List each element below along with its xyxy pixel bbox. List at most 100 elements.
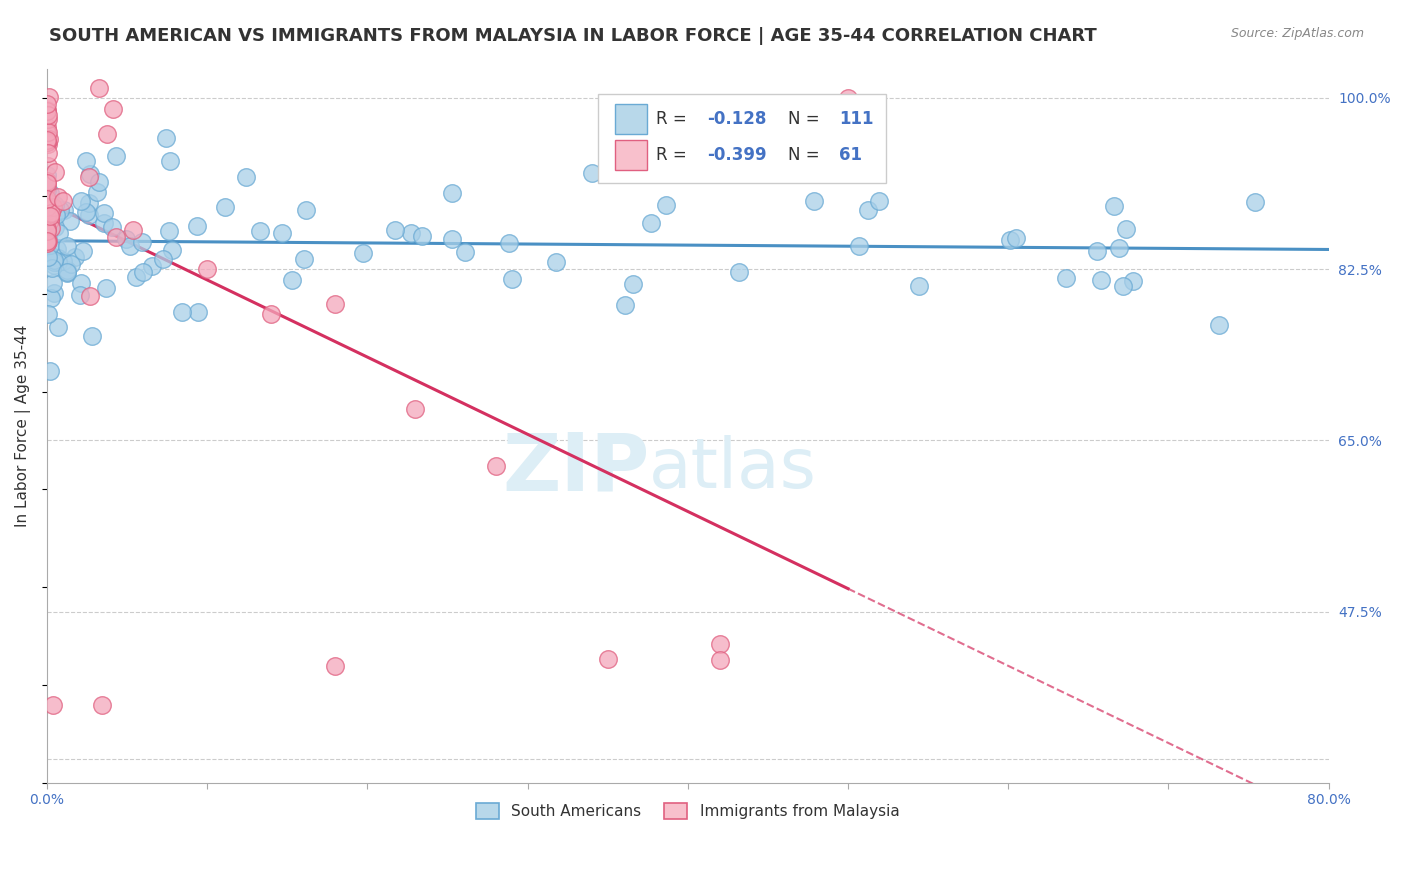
Point bbox=[613, 298, 636, 312]
Point bbox=[70, 194, 93, 208]
Legend: South Americans, Immigrants from Malaysia: South Americans, Immigrants from Malaysi… bbox=[470, 797, 905, 825]
Text: N =: N = bbox=[787, 111, 820, 128]
Point bbox=[544, 255, 567, 269]
Point bbox=[37, 224, 59, 238]
Point bbox=[42, 201, 65, 215]
Point bbox=[44, 165, 66, 179]
Point bbox=[37, 112, 59, 127]
Point bbox=[998, 233, 1021, 247]
Point bbox=[41, 277, 63, 291]
Point bbox=[37, 125, 59, 139]
Point bbox=[37, 168, 59, 182]
Point bbox=[114, 232, 136, 246]
Point bbox=[79, 167, 101, 181]
Point bbox=[52, 253, 75, 268]
Point bbox=[44, 197, 66, 211]
Point bbox=[35, 120, 58, 135]
Point bbox=[38, 220, 60, 235]
Point bbox=[35, 224, 58, 238]
Point bbox=[38, 364, 60, 378]
Point bbox=[37, 179, 59, 194]
Point bbox=[37, 307, 59, 321]
Point bbox=[325, 297, 347, 311]
Point bbox=[105, 149, 128, 163]
Point bbox=[96, 127, 118, 141]
Point bbox=[411, 228, 433, 243]
Point bbox=[352, 246, 374, 260]
Point bbox=[37, 202, 59, 216]
Point bbox=[35, 126, 58, 140]
Point bbox=[38, 195, 60, 210]
Point bbox=[186, 219, 208, 233]
Point bbox=[581, 166, 603, 180]
Point bbox=[37, 146, 59, 161]
Point bbox=[235, 170, 257, 185]
Point bbox=[35, 200, 58, 214]
Point bbox=[87, 81, 110, 95]
Point bbox=[63, 251, 86, 265]
Text: R =: R = bbox=[655, 146, 686, 164]
Point bbox=[454, 244, 477, 259]
Point bbox=[1243, 195, 1265, 210]
Point bbox=[82, 329, 104, 343]
Point bbox=[709, 653, 731, 667]
Point bbox=[37, 230, 59, 244]
Point bbox=[37, 160, 59, 174]
Point bbox=[440, 232, 463, 246]
Point bbox=[42, 698, 65, 712]
Point bbox=[404, 401, 426, 416]
Point bbox=[93, 216, 115, 230]
Point bbox=[35, 222, 58, 236]
Y-axis label: In Labor Force | Age 35-44: In Labor Force | Age 35-44 bbox=[15, 325, 31, 527]
Point bbox=[640, 216, 662, 230]
Point bbox=[39, 213, 62, 227]
Point bbox=[69, 276, 91, 290]
Point bbox=[37, 228, 59, 243]
Point bbox=[42, 210, 65, 224]
Point bbox=[837, 91, 859, 105]
Point bbox=[1115, 221, 1137, 235]
Point bbox=[87, 176, 110, 190]
Text: ZIP: ZIP bbox=[502, 430, 650, 508]
Point bbox=[75, 154, 97, 169]
Point bbox=[155, 131, 177, 145]
Point bbox=[122, 223, 145, 237]
Point bbox=[37, 103, 59, 118]
Point bbox=[37, 136, 59, 151]
Point bbox=[35, 235, 58, 250]
Point bbox=[1054, 270, 1077, 285]
Point bbox=[42, 253, 65, 268]
Point bbox=[848, 238, 870, 252]
Point bbox=[1122, 274, 1144, 288]
Point bbox=[48, 226, 70, 240]
Point bbox=[621, 277, 644, 291]
Point bbox=[709, 638, 731, 652]
Point bbox=[195, 261, 218, 276]
Point bbox=[131, 235, 153, 249]
Point bbox=[35, 103, 58, 117]
Point bbox=[59, 257, 82, 271]
Point bbox=[35, 235, 58, 249]
Point bbox=[77, 196, 100, 211]
Point bbox=[39, 291, 62, 305]
Point bbox=[484, 458, 506, 473]
Point bbox=[35, 174, 58, 188]
Point bbox=[1104, 199, 1126, 213]
Point bbox=[270, 226, 292, 240]
Point bbox=[77, 169, 100, 184]
Point bbox=[159, 154, 181, 169]
Point bbox=[1090, 273, 1112, 287]
Bar bbox=[614, 104, 647, 135]
Point bbox=[35, 195, 58, 210]
Point bbox=[38, 202, 60, 217]
Point bbox=[104, 230, 127, 244]
Point bbox=[69, 288, 91, 302]
Point bbox=[35, 97, 58, 112]
Point bbox=[39, 221, 62, 235]
Text: 111: 111 bbox=[839, 111, 873, 128]
Point bbox=[39, 205, 62, 219]
Point bbox=[38, 89, 60, 103]
Text: -0.399: -0.399 bbox=[707, 146, 766, 164]
Text: SOUTH AMERICAN VS IMMIGRANTS FROM MALAYSIA IN LABOR FORCE | AGE 35-44 CORRELATIO: SOUTH AMERICAN VS IMMIGRANTS FROM MALAYS… bbox=[49, 27, 1097, 45]
Point bbox=[48, 319, 70, 334]
